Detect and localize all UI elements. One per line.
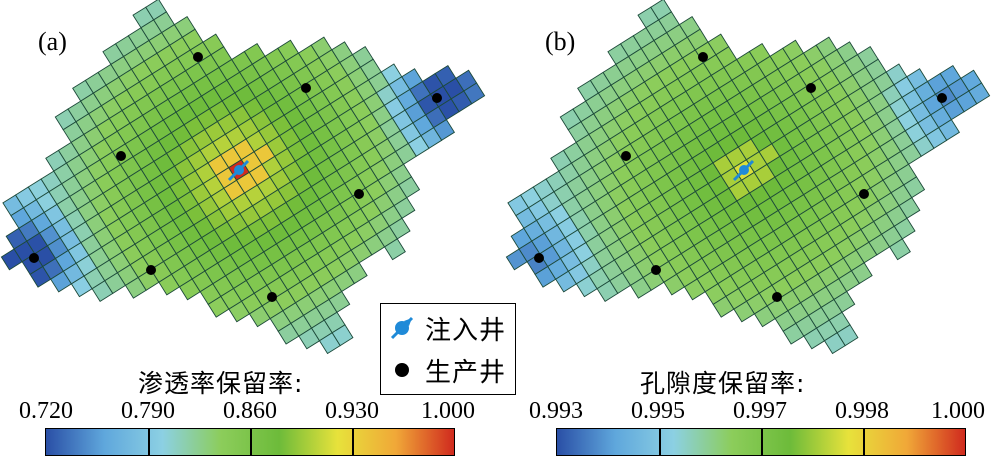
colorbar-a-tick-4: 1.000 xyxy=(421,398,475,424)
colorbar-a-tick-1: 0.790 xyxy=(121,398,175,424)
colorbar-b xyxy=(556,428,966,456)
grid-cell xyxy=(433,118,456,141)
colorbar-b-tick-3: 0.998 xyxy=(835,398,889,424)
grid-cell xyxy=(888,238,911,261)
production-well-icon xyxy=(621,151,631,161)
production-well-icon xyxy=(772,292,782,302)
grid-cell xyxy=(393,196,416,219)
production-well-icon xyxy=(698,52,708,62)
legend-item-production: 生产井 xyxy=(389,350,506,390)
production-well-icon xyxy=(354,189,364,199)
grid-cell xyxy=(903,176,926,199)
production-well-icon xyxy=(301,83,311,93)
grid-cell xyxy=(833,290,856,313)
porosity-grid-map xyxy=(505,0,991,355)
grid-cell xyxy=(893,217,916,240)
production-well-icon xyxy=(395,363,409,377)
grid-cell xyxy=(398,176,421,199)
colorbar-title-b: 孔隙度保留率: xyxy=(640,369,806,398)
grid-cell xyxy=(898,196,921,219)
injection-well-icon xyxy=(227,159,250,182)
production-well-icon xyxy=(193,52,203,62)
grid-cell xyxy=(328,290,351,313)
grid-cell xyxy=(388,217,411,240)
grid-cell xyxy=(836,324,859,347)
production-well-icon xyxy=(29,253,39,263)
colorbar-b-tick-4: 1.000 xyxy=(931,398,985,424)
grid-cell xyxy=(968,82,991,105)
legend-label-production: 生产井 xyxy=(425,357,507,388)
colorbar-divider xyxy=(659,429,661,455)
colorbar-divider xyxy=(761,429,763,455)
production-well-icon xyxy=(267,292,277,302)
permeability-grid-map xyxy=(0,0,486,355)
colorbar-a-tick-0: 0.720 xyxy=(19,398,73,424)
production-well-icon xyxy=(116,151,126,161)
production-well-icon xyxy=(937,93,947,103)
production-well-icon xyxy=(432,93,442,103)
legend-item-injection: 注入井 xyxy=(389,308,506,348)
production-well-icon xyxy=(534,253,544,263)
colorbar-a-tick-3: 0.930 xyxy=(325,398,379,424)
colorbar-divider xyxy=(863,429,865,455)
colorbar-divider xyxy=(352,429,354,455)
colorbar-a-tick-2: 0.860 xyxy=(223,398,277,424)
colorbar-b-tick-2: 0.997 xyxy=(733,398,787,424)
grid-cell xyxy=(938,118,961,141)
legend-label-injection: 注入井 xyxy=(425,315,507,346)
colorbar-b-tick-1: 0.995 xyxy=(631,398,685,424)
injection-well-icon xyxy=(390,316,414,340)
colorbar-divider xyxy=(148,429,150,455)
production-well-icon xyxy=(146,265,156,275)
grid-cell xyxy=(331,324,354,347)
colorbar-a xyxy=(45,428,455,456)
panel-label-b: (b) xyxy=(545,27,576,56)
grid-cell xyxy=(463,82,486,105)
panel-label-a: (a) xyxy=(38,27,67,56)
injection-well-icon xyxy=(732,159,755,182)
colorbar-title-a: 渗透率保留率: xyxy=(138,369,304,398)
colorbar-divider xyxy=(250,429,252,455)
well-legend: 注入井 生产井 xyxy=(380,303,516,395)
production-well-icon xyxy=(859,189,869,199)
grid-cell xyxy=(850,262,873,285)
production-well-icon xyxy=(806,83,816,93)
grid-cell xyxy=(383,238,406,261)
colorbar-b-tick-0: 0.993 xyxy=(529,398,583,424)
production-well-icon xyxy=(651,265,661,275)
grid-cell xyxy=(345,262,368,285)
